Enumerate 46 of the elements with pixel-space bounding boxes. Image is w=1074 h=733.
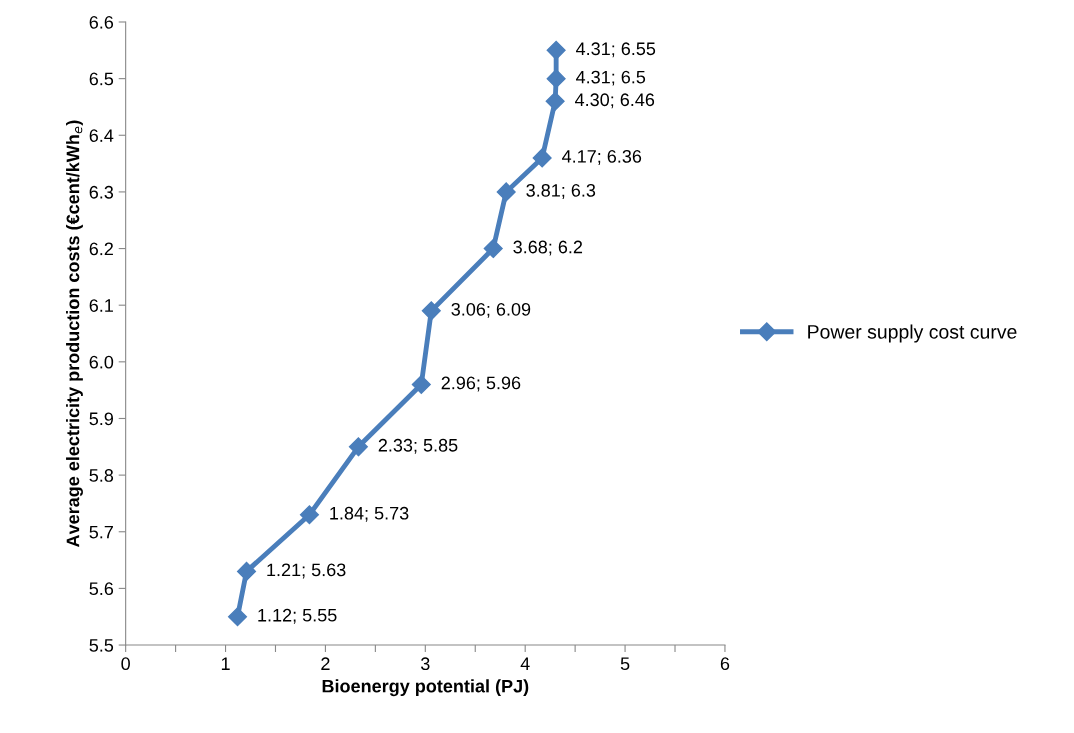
data-label: 3.06; 6.09 — [451, 302, 531, 318]
y-tick-label: 5.5 — [89, 639, 114, 652]
data-label: 4.30; 6.46 — [575, 93, 655, 109]
data-label: 4.17; 6.36 — [562, 149, 642, 165]
y-tick-label: 6.1 — [89, 299, 113, 312]
x-axis-title: Bioenergy potential (PJ) — [322, 679, 529, 697]
point — [411, 374, 431, 395]
point — [227, 607, 248, 627]
y-tick-label: 5.7 — [89, 525, 113, 539]
data-label: 4.31; 6.55 — [576, 42, 656, 58]
x-tick-label: 1 — [221, 657, 230, 670]
point — [546, 69, 566, 89]
y-tick-label: 5.8 — [89, 469, 114, 482]
y-tick-label: 6.6 — [89, 15, 114, 29]
point — [236, 561, 257, 581]
data-label: 3.81; 6.3 — [526, 183, 596, 199]
point — [496, 182, 516, 202]
data-label: 1.84; 5.73 — [330, 506, 409, 522]
legend-label: Power supply cost curve — [808, 324, 1017, 343]
data-label: 2.96; 5.96 — [441, 376, 521, 392]
data-label: 1.21; 5.63 — [267, 563, 346, 579]
x-tick-label: 0 — [121, 657, 130, 671]
y-axis-title: Average electricity production costs (€cent/kWh$_{e}$) — [66, 120, 83, 548]
data-label: 3.68; 6.2 — [513, 240, 583, 256]
data-label: 4.31; 6.5 — [576, 70, 646, 86]
x-tick-label: 2 — [321, 657, 330, 670]
point — [421, 301, 441, 321]
point — [299, 505, 319, 525]
y-tick-label: 6.0 — [89, 355, 114, 369]
point — [483, 239, 503, 259]
y-tick-label: 5.6 — [89, 582, 114, 596]
x-tick-label: 5 — [620, 657, 630, 671]
y-tick-label: 6.3 — [89, 185, 114, 199]
y-tick-label: 6.5 — [89, 72, 114, 86]
y-tick-label: 5.9 — [89, 412, 113, 426]
point — [348, 437, 368, 457]
y-tick-label: 6.4 — [89, 129, 114, 142]
point — [546, 40, 566, 60]
data-label: 1.12; 5.55 — [258, 608, 337, 624]
x-tick-label: 4 — [520, 657, 530, 670]
x-tick-label: 3 — [420, 657, 430, 671]
data-label: 2.33; 5.85 — [378, 438, 458, 454]
x-tick-label: 6 — [720, 657, 730, 671]
point — [545, 91, 565, 111]
point — [532, 148, 552, 168]
y-tick-label: 6.2 — [89, 242, 113, 256]
